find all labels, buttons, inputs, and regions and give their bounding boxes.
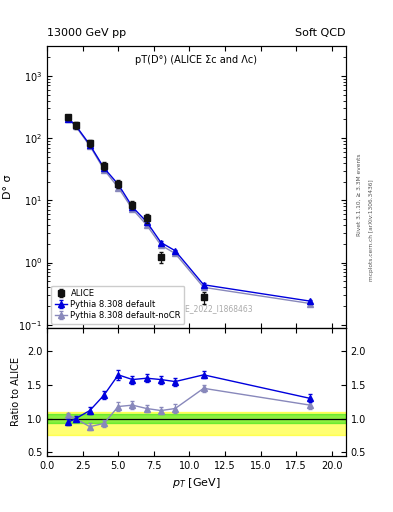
- Legend: ALICE, Pythia 8.308 default, Pythia 8.308 default-noCR: ALICE, Pythia 8.308 default, Pythia 8.30…: [51, 286, 184, 324]
- Text: pT(D°) (ALICE Σc and Λc): pT(D°) (ALICE Σc and Λc): [136, 55, 257, 65]
- Text: Soft QCD: Soft QCD: [296, 28, 346, 38]
- Bar: [47, 414, 346, 423]
- Text: 13000 GeV pp: 13000 GeV pp: [47, 28, 126, 38]
- Text: ALICE_2022_I1868463: ALICE_2022_I1868463: [169, 305, 254, 313]
- Y-axis label: Ratio to ALICE: Ratio to ALICE: [11, 357, 21, 426]
- Text: Rivet 3.1.10, ≥ 3.3M events: Rivet 3.1.10, ≥ 3.3M events: [357, 153, 362, 236]
- Bar: [47, 412, 346, 436]
- Y-axis label: D° σ: D° σ: [3, 175, 13, 199]
- X-axis label: $\mathit{p}_{T}$ [GeV]: $\mathit{p}_{T}$ [GeV]: [172, 476, 221, 490]
- Text: mcplots.cern.ch [arXiv:1306.3436]: mcplots.cern.ch [arXiv:1306.3436]: [369, 180, 374, 281]
